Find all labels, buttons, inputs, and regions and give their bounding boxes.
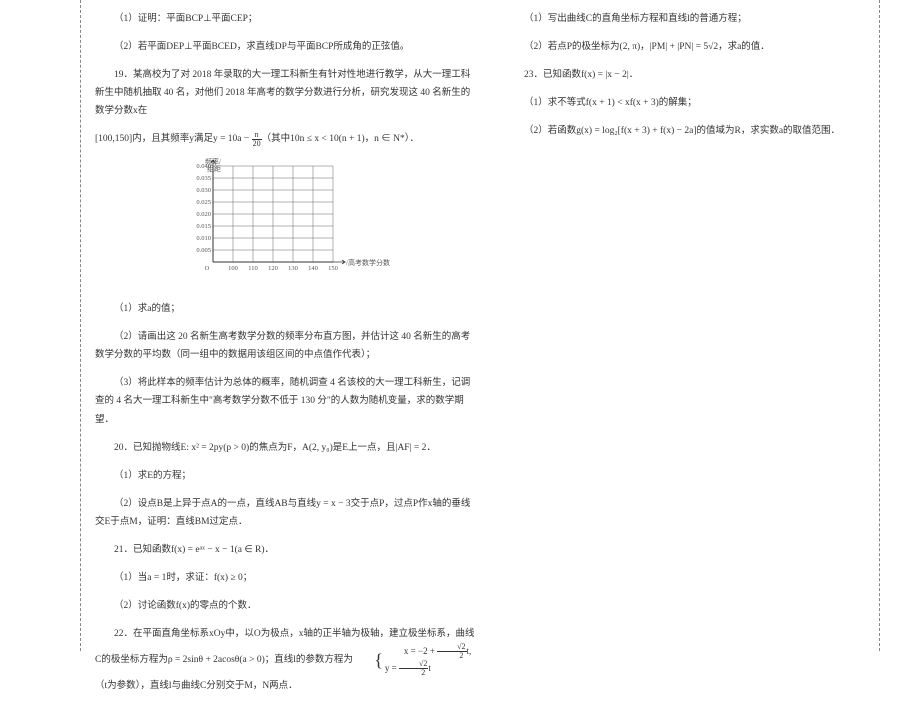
svg-text:0.035: 0.035: [196, 175, 211, 182]
q20-1: （1）求E的方程；: [95, 467, 475, 485]
q23-1: （1）求不等式f(x + 1) < xf(x + 3)的解集；: [505, 94, 885, 112]
svg-text:0.005: 0.005: [196, 247, 211, 254]
svg-text:110: 110: [248, 265, 258, 272]
brace-icon: {: [355, 651, 383, 669]
svg-text:O: O: [205, 265, 210, 272]
q19-2: （2）请画出这 20 名新生高考数学分数的频率分布直方图，并估计这 40 名新生…: [95, 328, 475, 364]
svg-text:150: 150: [328, 265, 338, 272]
grid: [213, 166, 333, 262]
param-system: x = −2 + √22t, y = √22t: [385, 643, 471, 677]
q23-stem: 23．已知函数f(x) = |x − 2|．: [505, 66, 885, 84]
q21-1: （1）当a = 1时，求证：f(x) ≥ 0；: [95, 569, 475, 587]
svg-text:100: 100: [228, 265, 238, 272]
svg-text:0.030: 0.030: [196, 187, 211, 194]
x-ticks: O 100 110 120 130 140 150: [205, 265, 338, 272]
q22-1: （1）写出曲线C的直角坐标方程和直线l的普通方程；: [505, 10, 885, 28]
q22-b: （t为参数），直线l与曲线C分别交于M，N两点．: [95, 681, 298, 691]
svg-text:0.015: 0.015: [196, 223, 211, 230]
q22-2: （2）若点P的极坐标为(2, π)，|PM| + |PN| = 5√2，求a的值…: [505, 38, 885, 56]
q19-stem-b: [100,150]内，且其频率y满足y = 10a − n20（其中10n ≤ …: [95, 130, 475, 148]
q19-stem-a: 19．某高校为了对 2018 年录取的大一理工科新生有针对性地进行教学，从大一理…: [95, 66, 475, 120]
svg-text:0.010: 0.010: [196, 235, 211, 242]
left-column: （1）证明：平面BCP⊥平面CEP； （2）若平面DEP⊥平面BCED，求直线D…: [95, 10, 475, 705]
q19-stem-b1: [100,150]内，且其频率y满足y = 10a −: [95, 134, 252, 144]
y-ticks: 0.005 0.010 0.015 0.020 0.025 0.030 0.03…: [196, 163, 211, 254]
chart-svg: 频率/ 组距: [175, 158, 395, 288]
q21-stem: 21．已知函数f(x) = eᵃˣ − x − 1(a ∈ R)．: [95, 541, 475, 559]
q19-stem-b2: （其中10n ≤ x < 10(n + 1)，n ∈ N*）．: [262, 134, 419, 144]
svg-text:120: 120: [268, 265, 278, 272]
x-arrow: [333, 260, 345, 264]
q20-stem: 20．已知抛物线E: x² = 2py(p > 0)的焦点为F，A(2, y₀)…: [95, 439, 475, 457]
svg-text:130: 130: [288, 265, 298, 272]
q19-1: （1）求a的值；: [95, 300, 475, 318]
q18-1: （1）证明：平面BCP⊥平面CEP；: [95, 10, 475, 28]
svg-text:0.025: 0.025: [196, 199, 211, 206]
q21-2: （2）讨论函数f(x)的零点的个数．: [95, 597, 475, 615]
q20-2: （2）设点B是上异于点A的一点，直线AB与直线y = x − 3交于点P，过点P…: [95, 495, 475, 531]
svg-text:0.020: 0.020: [196, 211, 211, 218]
q19-3: （3）将此样本的频率估计为总体的概率，随机调查 4 名该校的大一理工科新生，记调…: [95, 374, 475, 428]
right-column: （1）写出曲线C的直角坐标方程和直线l的普通方程； （2）若点P的极坐标为(2,…: [505, 10, 885, 150]
svg-text:0.040: 0.040: [196, 163, 211, 170]
q22-stem: 22．在平面直角坐标系xOy中，以O为极点，x轴的正半轴为极轴，建立极坐标系，曲…: [95, 625, 475, 695]
xlabel: /高考数学分数: [346, 258, 390, 267]
histogram-blank-grid: 频率/ 组距: [95, 158, 475, 288]
sys-row2: y = √22t: [385, 663, 431, 673]
svg-text:140: 140: [308, 265, 318, 272]
frac-n20: n20: [252, 131, 262, 148]
q18-2: （2）若平面DEP⊥平面BCED，求直线DP与平面BCP所成角的正弦值。: [95, 38, 475, 56]
q23-2: （2）若函数g(x) = log₂[f(x + 3) + f(x) − 2a]的…: [505, 122, 885, 140]
